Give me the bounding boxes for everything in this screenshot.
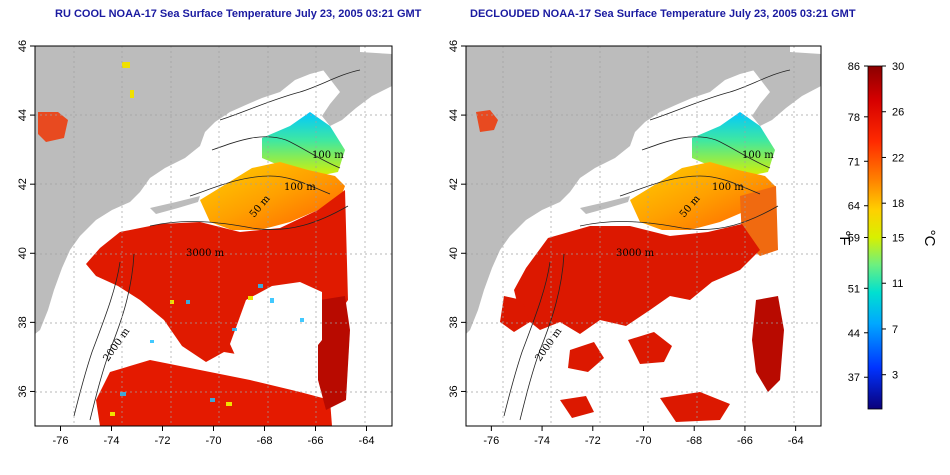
right-eddy-warm-core [752,296,784,392]
colorbar-celsius-label: 7 [892,324,898,336]
left-gulf-of-maine-sst [262,112,345,176]
left-x-tick-label: -76 [53,435,69,447]
left-x-tick-label: -72 [155,435,171,447]
colorbar-fahrenheit-label: 71 [848,156,860,168]
left-y-tick-label: 44 [17,109,29,121]
right-warm-patch-south-d [560,396,594,418]
colorbar-celsius-label: 26 [892,107,904,119]
right-warm-water-sst [514,224,760,334]
right-contour-label-3000m: 3000 m [616,248,655,259]
colorbar-fahrenheit-label: 37 [848,372,860,384]
colorbar-gradient [867,65,883,410]
left-grid-lines [35,46,392,426]
right-map-title: DECLOUDED NOAA-17 Sea Surface Temperatur… [470,8,856,20]
left-y-tick-label: 36 [17,385,29,397]
right-axes: -76 -74 -72 -70 -68 -66 -64 36 38 40 42 44 46 [448,40,804,447]
left-x-tick-label: -64 [359,435,375,447]
left-cloud-area [230,282,322,376]
right-shelf-water-sst [630,162,775,230]
left-eddy-warm-core [318,296,350,410]
left-y-tick-label: 42 [17,178,29,190]
right-grid-lines [466,46,821,426]
right-contour-label-100m-a: 100 m [742,150,774,161]
colorbar-fahrenheit-unit: °F [836,230,853,245]
right-x-tick-label: -70 [636,435,652,447]
sst-colorbar: 30 26 22 18 15 11 7 3 86 78 71 64 59 51 44 37 °F °C [836,61,938,410]
left-x-tick-label: -70 [206,435,222,447]
colorbar-fahrenheit-label: 44 [848,328,860,340]
left-map-panel: 100 m 100 m 50 m 3000 m 2000 m [35,46,392,426]
right-warm-patch-south-a [628,332,672,364]
right-map-panel: 100 m 100 m 50 m 3000 m 2000 m [466,46,821,426]
right-bathymetry-contours [503,69,791,421]
left-y-tick-label: 40 [17,247,29,259]
colorbar-celsius-unit: °C [921,230,938,247]
left-nova-scotia [320,52,392,126]
left-x-tick-label: -74 [104,435,120,447]
left-contour-label-100m-b: 100 m [284,182,316,193]
colorbar-celsius-label: 15 [892,233,904,245]
colorbar-celsius-label: 11 [892,278,903,290]
right-y-tick-label: 40 [448,247,460,259]
colorbar-fahrenheit-label: 86 [848,61,860,73]
right-y-tick-label: 46 [448,40,460,52]
left-inland-warm-patch [38,112,68,142]
right-x-tick-label: -66 [737,435,753,447]
left-long-island [150,196,200,214]
right-y-tick-label: 44 [448,109,460,121]
left-cloud-area-west [58,322,112,378]
right-y-tick-label: 42 [448,178,460,190]
colorbar-celsius-label: 22 [892,152,904,164]
colorbar-celsius-label: 18 [892,198,904,210]
right-y-tick-label: 38 [448,316,460,328]
colorbar-celsius-label: 30 [892,61,904,73]
right-long-island [580,196,630,214]
left-contour-label-3000m: 3000 m [186,248,225,259]
left-yellow-speckles [110,62,253,416]
left-bathymetry-contours [73,69,361,421]
right-nova-scotia [750,52,821,126]
colorbar-fahrenheit-label: 78 [848,112,860,124]
right-x-tick-label: -72 [585,435,601,447]
left-contour-label-100m-a: 100 m [312,150,344,161]
left-land-mass [35,46,360,334]
right-x-tick-label: -74 [534,435,550,447]
right-warm-patch-south-c [660,392,730,422]
colorbar-ticks: 30 26 22 18 15 11 7 3 86 78 71 64 59 51 44 37 [848,61,905,384]
right-warm-patch-south-b [568,342,604,372]
colorbar-celsius-label: 3 [892,370,898,382]
left-map-title: RU COOL NOAA-17 Sea Surface Temperature … [55,8,422,20]
right-contour-label-100m-b: 100 m [712,182,744,193]
left-y-tick-label: 38 [17,316,29,328]
right-y-tick-label: 36 [448,385,460,397]
left-x-tick-label: -68 [257,435,273,447]
colorbar-fahrenheit-label: 59 [848,233,860,245]
left-cold-speckles [120,284,304,402]
left-axes: -76 -74 -72 -70 -68 -66 -64 36 38 40 42 44 46 [17,40,374,447]
right-x-tick-label: -76 [483,435,499,447]
left-shelf-water-sst [200,162,345,230]
colorbar-fahrenheit-label: 51 [848,283,860,295]
right-x-tick-label: -64 [788,435,804,447]
right-land-mass [466,46,790,334]
colorbar-fahrenheit-label: 64 [848,201,860,213]
left-x-tick-label: -66 [308,435,324,447]
right-x-tick-label: -68 [686,435,702,447]
right-gulf-of-maine-sst [692,112,775,176]
left-warm-water-south [96,360,332,426]
right-inland-warm-patch [476,110,498,132]
left-y-tick-label: 46 [17,40,29,52]
